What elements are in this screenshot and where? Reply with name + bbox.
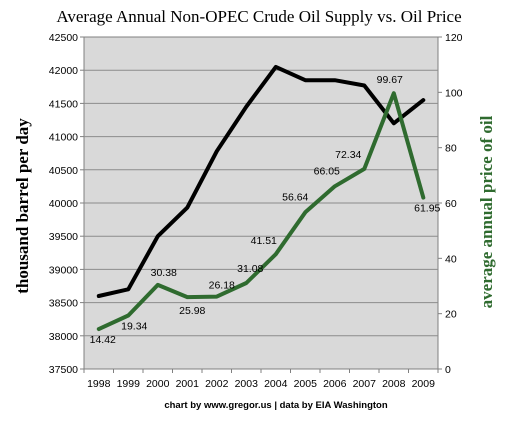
right-tick-label: 120	[445, 32, 463, 44]
y-axis-label-right: average annual price of oil	[477, 115, 496, 308]
x-tick-label: 2003	[235, 378, 259, 390]
price-data-label: 99.67	[377, 74, 403, 86]
chart-footer: chart by www.gregor.us | data by EIA Was…	[164, 400, 387, 411]
supply-line	[96, 64, 426, 298]
left-tick-label: 39500	[49, 231, 78, 243]
price-data-label: 26.18	[209, 280, 235, 292]
left-tick-label: 42500	[49, 32, 78, 44]
price-data-label: 19.34	[121, 320, 147, 332]
x-tick-label: 2006	[323, 378, 347, 390]
chart-title: Average Annual Non-OPEC Crude Oil Supply…	[56, 7, 461, 26]
price-data-label: 72.34	[335, 149, 361, 161]
x-tick-label: 2005	[294, 378, 318, 390]
right-tick-label: 100	[445, 87, 463, 99]
right-tick-label: 0	[445, 364, 451, 376]
right-tick-label: 20	[445, 309, 457, 321]
y-axis-label-left: thousand barrel per day	[13, 118, 32, 294]
x-tick-label: 2008	[382, 378, 406, 390]
left-axis-ticks: 37500 38000 38500 39000 39500 40000 40500 41000…	[49, 32, 84, 376]
left-tick-label: 40500	[49, 165, 78, 177]
price-data-label: 30.38	[151, 267, 177, 279]
left-tick-label: 38000	[49, 331, 78, 343]
x-tick-label: 2000	[146, 378, 170, 390]
x-tick-label: 2007	[353, 378, 377, 390]
price-data-label: 56.64	[282, 191, 308, 203]
left-tick-label: 37500	[49, 364, 78, 376]
price-data-label: 41.51	[251, 235, 277, 247]
series-layer	[96, 64, 426, 332]
right-axis-ticks: 0 20 40 60 80 100 120	[438, 32, 463, 376]
price-data-label: 61.95	[414, 203, 440, 215]
x-tick-label: 2009	[412, 378, 436, 390]
right-tick-label: 80	[445, 143, 457, 155]
price-data-label: 25.98	[179, 305, 205, 317]
left-tick-label: 42000	[49, 65, 78, 77]
x-axis-ticks: 1998 1999 2000 2001 2002 2003 2004 2005 2006 2007…	[83, 369, 439, 390]
left-tick-label: 41500	[49, 98, 78, 110]
price-data-label: 66.05	[314, 165, 340, 177]
left-tick-label: 40000	[49, 198, 78, 210]
price-line	[96, 91, 426, 332]
x-tick-label: 1998	[87, 378, 111, 390]
left-tick-label: 38500	[49, 298, 78, 310]
right-tick-label: 40	[445, 253, 457, 265]
x-tick-label: 2002	[205, 378, 229, 390]
left-tick-label: 41000	[49, 132, 78, 144]
price-data-label: 31.08	[237, 263, 263, 275]
price-data-label: 14.42	[90, 334, 116, 346]
x-tick-label: 2001	[176, 378, 200, 390]
x-tick-label: 2004	[264, 378, 288, 390]
x-tick-label: 1999	[117, 378, 141, 390]
left-tick-label: 39000	[49, 264, 78, 276]
right-tick-label: 60	[445, 198, 457, 210]
